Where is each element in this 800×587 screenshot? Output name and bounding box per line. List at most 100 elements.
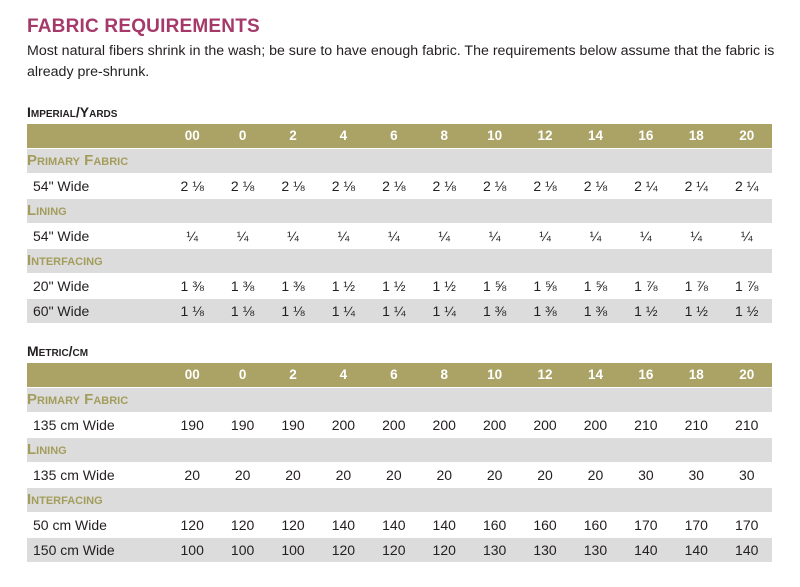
table-cell: 100 <box>217 536 268 562</box>
table-cell: 120 <box>167 511 218 537</box>
size-header: 00 <box>184 128 200 144</box>
table-cell: 20 <box>419 461 470 487</box>
table-cell: 1 ½ <box>318 272 369 298</box>
table-cell: 100 <box>167 536 218 562</box>
row-label: 54" Wide <box>27 222 167 248</box>
row-label: 135 cm Wide <box>27 411 167 437</box>
table-cell: 1 ⅞ <box>671 272 722 298</box>
size-header: 6 <box>390 128 398 144</box>
table-cell: 2 ⅛ <box>318 172 369 198</box>
category-row-lining: Lining <box>27 197 772 223</box>
category-row-primary: Primary Fabric <box>27 147 772 173</box>
table-cell: 190 <box>167 411 218 437</box>
table-cell: 170 <box>620 511 672 537</box>
table-cell: 200 <box>419 411 470 437</box>
table-cell: ¼ <box>217 222 268 248</box>
category-label: Interfacing <box>27 247 772 273</box>
size-header: 20 <box>739 367 755 383</box>
table-cell: 120 <box>318 536 369 562</box>
table-cell: 210 <box>620 411 672 437</box>
row-label: 20" Wide <box>27 272 167 298</box>
table-cell: 1 ½ <box>419 272 470 298</box>
table-cell: 20 <box>167 461 218 487</box>
table-cell: 20 <box>519 461 571 487</box>
table-cell: 2 ¼ <box>671 172 722 198</box>
table-cell: 1 ¼ <box>368 297 420 323</box>
table-cell: 2 ¼ <box>721 172 772 198</box>
table-cell: ¼ <box>318 222 369 248</box>
table-cell: 130 <box>469 536 520 562</box>
size-header: 14 <box>587 367 603 383</box>
table-cell: 210 <box>721 411 772 437</box>
table-cell: 30 <box>721 461 772 487</box>
table-cell: 1 ⅝ <box>469 272 520 298</box>
table-cell: 20 <box>570 461 621 487</box>
metric-table: 00 0 2 4 6 8 10 12 14 16 18 20 Primary F… <box>27 363 772 562</box>
size-header: 0 <box>238 128 247 144</box>
table-row: 60" Wide 1 ⅛ 1 ⅛ 1 ⅛ 1 ¼ 1 ¼ 1 ¼ 1 ⅜ 1 ⅜… <box>27 297 772 323</box>
category-row-primary: Primary Fabric <box>27 386 772 412</box>
table-cell: 1 ⅜ <box>519 297 571 323</box>
table-cell: 1 ¼ <box>318 297 369 323</box>
table-cell: 100 <box>267 536 319 562</box>
table-cell: 30 <box>671 461 722 487</box>
category-label: Lining <box>27 197 772 223</box>
size-header: 2 <box>289 128 297 144</box>
table-cell: 120 <box>419 536 470 562</box>
table-row: 54" Wide 2 ⅛ 2 ⅛ 2 ⅛ 2 ⅛ 2 ⅛ 2 ⅛ 2 ⅛ 2 ⅛… <box>27 172 772 198</box>
table-cell: 1 ¼ <box>419 297 470 323</box>
table-row: 54" Wide ¼ ¼ ¼ ¼ ¼ ¼ ¼ ¼ ¼ ¼ ¼ ¼ <box>27 222 772 248</box>
table-cell: 2 ⅛ <box>469 172 520 198</box>
table-cell: ¼ <box>167 222 218 248</box>
table-cell: 1 ⅛ <box>267 297 319 323</box>
imperial-section-title: Imperial/Yards <box>27 104 118 120</box>
table-cell: 30 <box>620 461 672 487</box>
table-row: 135 cm Wide 20 20 20 20 20 20 20 20 20 3… <box>27 461 772 487</box>
table-cell: 160 <box>570 511 621 537</box>
table-cell: ¼ <box>469 222 520 248</box>
header-blank <box>27 363 167 387</box>
table-cell: 1 ⅝ <box>570 272 621 298</box>
table-cell: 130 <box>519 536 571 562</box>
table-cell: 130 <box>570 536 621 562</box>
size-header: 16 <box>638 128 654 144</box>
table-cell: 1 ½ <box>671 297 722 323</box>
table-cell: 200 <box>570 411 621 437</box>
category-row-interfacing: Interfacing <box>27 247 772 273</box>
size-header: 2 <box>289 367 297 383</box>
table-cell: 20 <box>267 461 319 487</box>
table-cell: 1 ½ <box>620 297 672 323</box>
table-cell: 200 <box>318 411 369 437</box>
table-cell: 1 ½ <box>368 272 420 298</box>
metric-section-title: Metric/cm <box>27 343 89 359</box>
table-cell: 1 ⅜ <box>570 297 621 323</box>
size-header: 6 <box>390 367 398 383</box>
table-cell: 1 ⅜ <box>217 272 268 298</box>
table-cell: 120 <box>217 511 268 537</box>
table-cell: ¼ <box>671 222 722 248</box>
table-cell: 1 ½ <box>721 297 772 323</box>
table-cell: 2 ⅛ <box>519 172 571 198</box>
table-cell: 1 ⅞ <box>721 272 772 298</box>
table-cell: 1 ⅜ <box>469 297 520 323</box>
table-cell: 2 ⅛ <box>419 172 470 198</box>
table-cell: 160 <box>469 511 520 537</box>
category-label: Primary Fabric <box>27 386 772 412</box>
size-header: 14 <box>587 128 603 144</box>
table-cell: 160 <box>519 511 571 537</box>
category-label: Lining <box>27 436 772 462</box>
table-cell: 20 <box>318 461 369 487</box>
table-row: 20" Wide 1 ⅜ 1 ⅜ 1 ⅜ 1 ½ 1 ½ 1 ½ 1 ⅝ 1 ⅝… <box>27 272 772 298</box>
table-cell: ¼ <box>267 222 319 248</box>
table-cell: 2 ¼ <box>620 172 672 198</box>
table-cell: 1 ⅜ <box>167 272 218 298</box>
size-header: 10 <box>487 128 503 144</box>
size-header: 18 <box>688 367 704 383</box>
table-cell: 140 <box>318 511 369 537</box>
page-title: FABRIC REQUIREMENTS <box>27 16 260 37</box>
table-cell: 1 ⅞ <box>620 272 672 298</box>
table-cell: 140 <box>671 536 722 562</box>
size-header: 00 <box>184 367 200 383</box>
size-header: 0 <box>238 367 247 383</box>
category-label: Interfacing <box>27 486 772 512</box>
